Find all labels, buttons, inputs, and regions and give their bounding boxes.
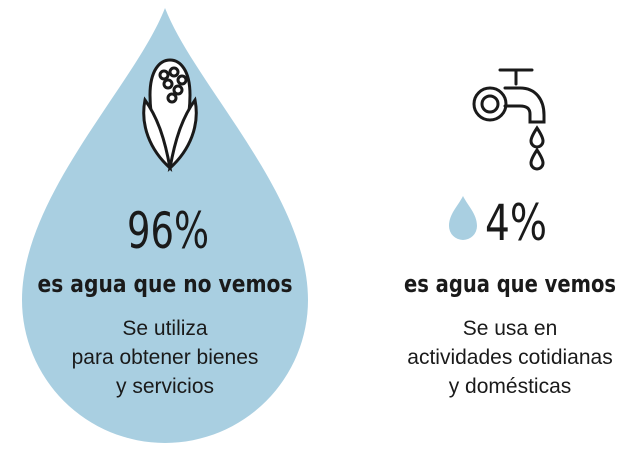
corn-icon [142,58,198,173]
heading: es agua que vemos [404,270,616,298]
faucet-icon [472,68,546,171]
description-line: y domésticas [449,375,572,398]
description-line: y servicios [116,375,214,398]
description-line: para obtener bienes [72,346,259,369]
description-line: actividades cotidianas [407,346,612,369]
percent: 4% [485,194,547,252]
small-drop [449,196,477,240]
heading: es agua que no vemos [38,270,293,298]
description-line: Se usa en [463,317,558,340]
percent: 96% [127,202,209,260]
description-line: Se utiliza [122,317,208,340]
large-drop [22,8,308,443]
